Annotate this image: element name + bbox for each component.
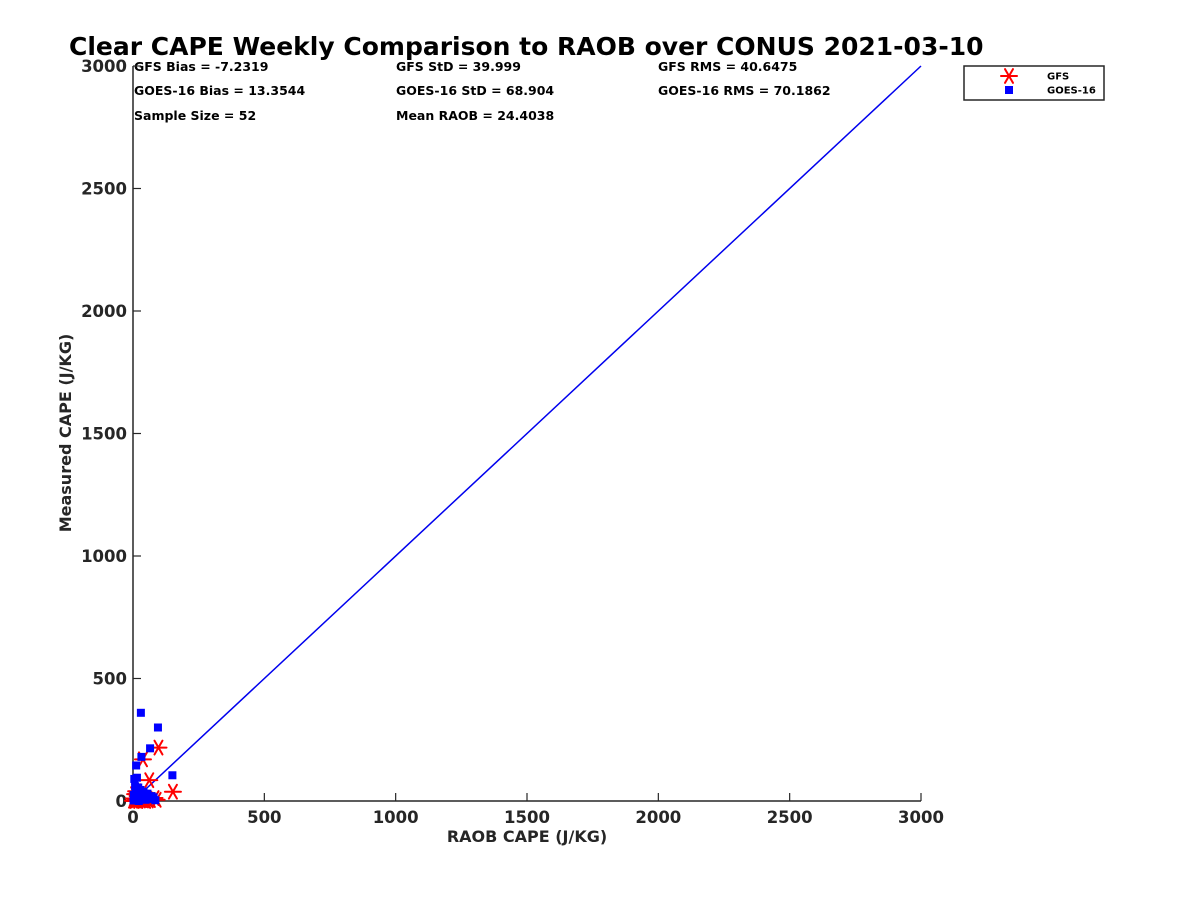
goes16-point	[168, 771, 177, 780]
x-tick-label: 2000	[635, 808, 681, 827]
series-goes16	[129, 708, 177, 805]
y-tick-label: 3000	[81, 57, 127, 76]
one-to-one-line	[132, 65, 922, 802]
y-tick-label: 500	[93, 670, 127, 689]
gfs-point	[163, 783, 182, 800]
reference-line-group	[132, 65, 922, 802]
legend-box	[963, 65, 1105, 101]
y-tick-label: 1000	[81, 547, 127, 566]
legend-label: GOES-16	[1047, 86, 1096, 97]
stat-label: Sample Size = 52	[134, 108, 256, 123]
legend: GFS GOES-16	[963, 65, 1105, 101]
goes16-point	[132, 761, 141, 770]
x-tick-label: 1500	[504, 808, 550, 827]
goes16-point	[153, 723, 162, 732]
statistics-block: GFS Bias = -7.2319 GFS StD = 39.999 GFS RM…	[134, 59, 831, 123]
x-tick-label: 500	[247, 808, 281, 827]
x-tick-label: 3000	[898, 808, 944, 827]
stat-label: GFS RMS = 40.6475	[658, 59, 797, 74]
chart-title: Clear CAPE Weekly Comparison to RAOB ove…	[69, 32, 984, 61]
x-tick-label: 1000	[373, 808, 419, 827]
goes16-point	[137, 752, 146, 761]
stat-label: GFS StD = 39.999	[396, 59, 521, 74]
x-axis-label: RAOB CAPE (J/KG)	[447, 827, 607, 846]
gfs-point	[140, 772, 159, 789]
x-tick-label: 0	[127, 808, 138, 827]
goes16-point	[136, 708, 145, 717]
legend-label: GFS	[1047, 72, 1069, 83]
y-axis-label: Measured CAPE (J/KG)	[56, 334, 75, 533]
stat-label: GFS Bias = -7.2319	[134, 59, 268, 74]
goes16-point	[151, 796, 160, 805]
goes16-point	[146, 744, 155, 753]
goes16-point	[144, 795, 153, 804]
y-tick-label: 0	[116, 792, 127, 811]
goes16-point	[134, 797, 143, 805]
y-tick-label: 2000	[81, 302, 127, 321]
y-tick-label: 2500	[81, 180, 127, 199]
y-tick-label: 1500	[81, 425, 127, 444]
stat-label: GOES-16 Bias = 13.3544	[134, 83, 305, 98]
legend-goes16-marker	[1005, 86, 1013, 94]
x-tick-label: 2500	[767, 808, 813, 827]
stat-label: GOES-16 StD = 68.904	[396, 83, 554, 98]
stat-label: GOES-16 RMS = 70.1862	[658, 83, 831, 98]
y-axis-ticks: 0 500 1000 1500 2000 2500 3000	[81, 57, 141, 811]
goes16-point	[132, 773, 141, 782]
stat-label: Mean RAOB = 24.4038	[396, 108, 554, 123]
x-axis-ticks: 0 500 1000 1500 2000 2500 3000	[127, 793, 944, 827]
legend-gfs-marker	[1000, 68, 1018, 84]
